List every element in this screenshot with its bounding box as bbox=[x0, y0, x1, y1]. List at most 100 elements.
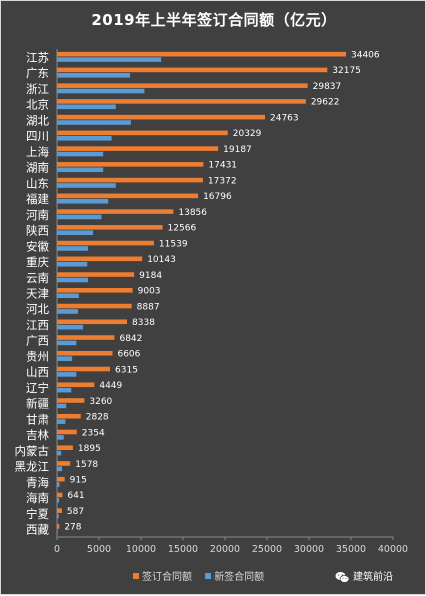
category-label: 湖南 bbox=[26, 161, 49, 175]
category-label: 海南 bbox=[26, 491, 49, 505]
x-tick-label: 0 bbox=[54, 544, 60, 555]
wechat-icon bbox=[335, 572, 350, 583]
category-label: 江西 bbox=[26, 318, 49, 332]
bar-new bbox=[57, 167, 104, 173]
bar-signed bbox=[57, 83, 308, 88]
category-label: 新疆 bbox=[26, 397, 49, 411]
bar-signed bbox=[57, 476, 65, 482]
bar-new bbox=[57, 419, 66, 424]
category-label: 天津 bbox=[26, 287, 49, 301]
category-label: 河南 bbox=[26, 208, 49, 222]
bar-new bbox=[57, 73, 131, 78]
data-label-signed: 4449 bbox=[99, 381, 122, 391]
data-label-signed: 29622 bbox=[311, 98, 340, 108]
bar-new bbox=[57, 324, 84, 330]
bar-signed bbox=[57, 177, 203, 183]
x-tick-label: 20000 bbox=[210, 544, 240, 555]
bar-signed bbox=[57, 303, 132, 309]
category-label: 山西 bbox=[26, 365, 49, 379]
data-label-signed: 1895 bbox=[78, 444, 101, 454]
category-label: 河北 bbox=[26, 302, 49, 316]
category-label: 贵州 bbox=[26, 349, 49, 363]
bar-signed bbox=[57, 130, 228, 136]
data-label-signed: 1578 bbox=[75, 460, 98, 470]
category-label: 江苏 bbox=[26, 50, 49, 64]
bar-signed bbox=[57, 335, 115, 340]
category-label: 云南 bbox=[26, 271, 49, 285]
bar-new bbox=[57, 214, 102, 220]
bar-new bbox=[57, 498, 60, 503]
category-label: 黑龙江 bbox=[15, 460, 50, 474]
data-label-signed: 17431 bbox=[208, 161, 237, 171]
category-label: 吉林 bbox=[26, 428, 49, 442]
category-label: 北京 bbox=[26, 98, 49, 112]
chart-title: 2019年上半年签订合同额（亿元） bbox=[91, 11, 337, 29]
bar-new bbox=[57, 230, 94, 236]
category-label: 湖北 bbox=[26, 113, 49, 127]
bar-signed bbox=[57, 413, 81, 419]
bar-new bbox=[57, 340, 77, 346]
category-label: 西藏 bbox=[26, 523, 49, 537]
legend-swatch-signed bbox=[133, 573, 139, 579]
category-label: 浙江 bbox=[26, 82, 49, 96]
category-label: 辽宁 bbox=[26, 381, 49, 395]
data-label-signed: 13856 bbox=[178, 208, 207, 218]
x-tick-label: 25000 bbox=[252, 544, 282, 555]
data-label-signed: 11539 bbox=[159, 239, 188, 249]
data-label-signed: 9003 bbox=[138, 287, 161, 297]
category-label: 甘肃 bbox=[26, 412, 49, 426]
bar-new bbox=[57, 309, 78, 314]
data-label-signed: 8338 bbox=[132, 318, 155, 328]
data-label-signed: 8887 bbox=[137, 302, 160, 312]
bar-new bbox=[57, 466, 63, 472]
category-label: 内蒙古 bbox=[15, 444, 50, 458]
bar-signed bbox=[57, 288, 133, 293]
bar-new bbox=[57, 104, 116, 110]
category-label: 安徽 bbox=[26, 239, 49, 253]
category-label: 宁夏 bbox=[26, 507, 49, 521]
legend-swatch-new bbox=[205, 573, 212, 579]
bar-signed bbox=[57, 51, 347, 57]
bar-signed bbox=[57, 350, 113, 356]
bar-new bbox=[57, 387, 72, 393]
bar-signed bbox=[57, 492, 63, 498]
legend-item-signed: 签订合同额 bbox=[133, 572, 192, 584]
data-label-signed: 278 bbox=[64, 523, 81, 533]
data-label-signed: 2354 bbox=[82, 428, 105, 438]
bar-signed bbox=[57, 209, 174, 214]
data-label-signed: 915 bbox=[70, 476, 87, 486]
bar-signed bbox=[57, 319, 128, 325]
data-label-signed: 32175 bbox=[332, 66, 361, 76]
x-tick-label: 15000 bbox=[168, 544, 198, 555]
data-label-signed: 2828 bbox=[86, 413, 109, 423]
x-tick-label: 40000 bbox=[378, 544, 408, 555]
bar-new bbox=[57, 57, 162, 62]
bar-new bbox=[57, 120, 131, 125]
bar-new bbox=[57, 88, 145, 94]
watermark-label: 建筑前沿 bbox=[353, 572, 393, 583]
bar-signed bbox=[57, 272, 135, 277]
bar-new bbox=[57, 135, 112, 141]
category-label: 重庆 bbox=[26, 255, 49, 269]
data-label-signed: 10143 bbox=[147, 255, 176, 265]
data-label-signed: 6315 bbox=[115, 365, 138, 375]
bar-signed bbox=[57, 67, 328, 73]
legend-label-new: 新签合同额 bbox=[214, 572, 265, 583]
bar-new bbox=[57, 356, 73, 361]
bar-signed bbox=[57, 524, 60, 529]
chart-legend: 签订合同额 新签合同额 bbox=[133, 572, 274, 584]
data-label-signed: 587 bbox=[67, 507, 84, 517]
category-label: 广西 bbox=[26, 334, 49, 348]
bar-signed bbox=[57, 162, 204, 167]
category-label: 陕西 bbox=[26, 224, 49, 238]
bar-signed bbox=[57, 366, 111, 372]
bar-signed bbox=[57, 398, 85, 403]
data-label-signed: 6606 bbox=[117, 350, 140, 360]
category-label: 广东 bbox=[26, 66, 49, 80]
bar-new bbox=[57, 372, 77, 377]
bar-signed bbox=[57, 429, 77, 435]
category-label: 四川 bbox=[26, 129, 49, 143]
data-label-signed: 17372 bbox=[208, 176, 237, 186]
